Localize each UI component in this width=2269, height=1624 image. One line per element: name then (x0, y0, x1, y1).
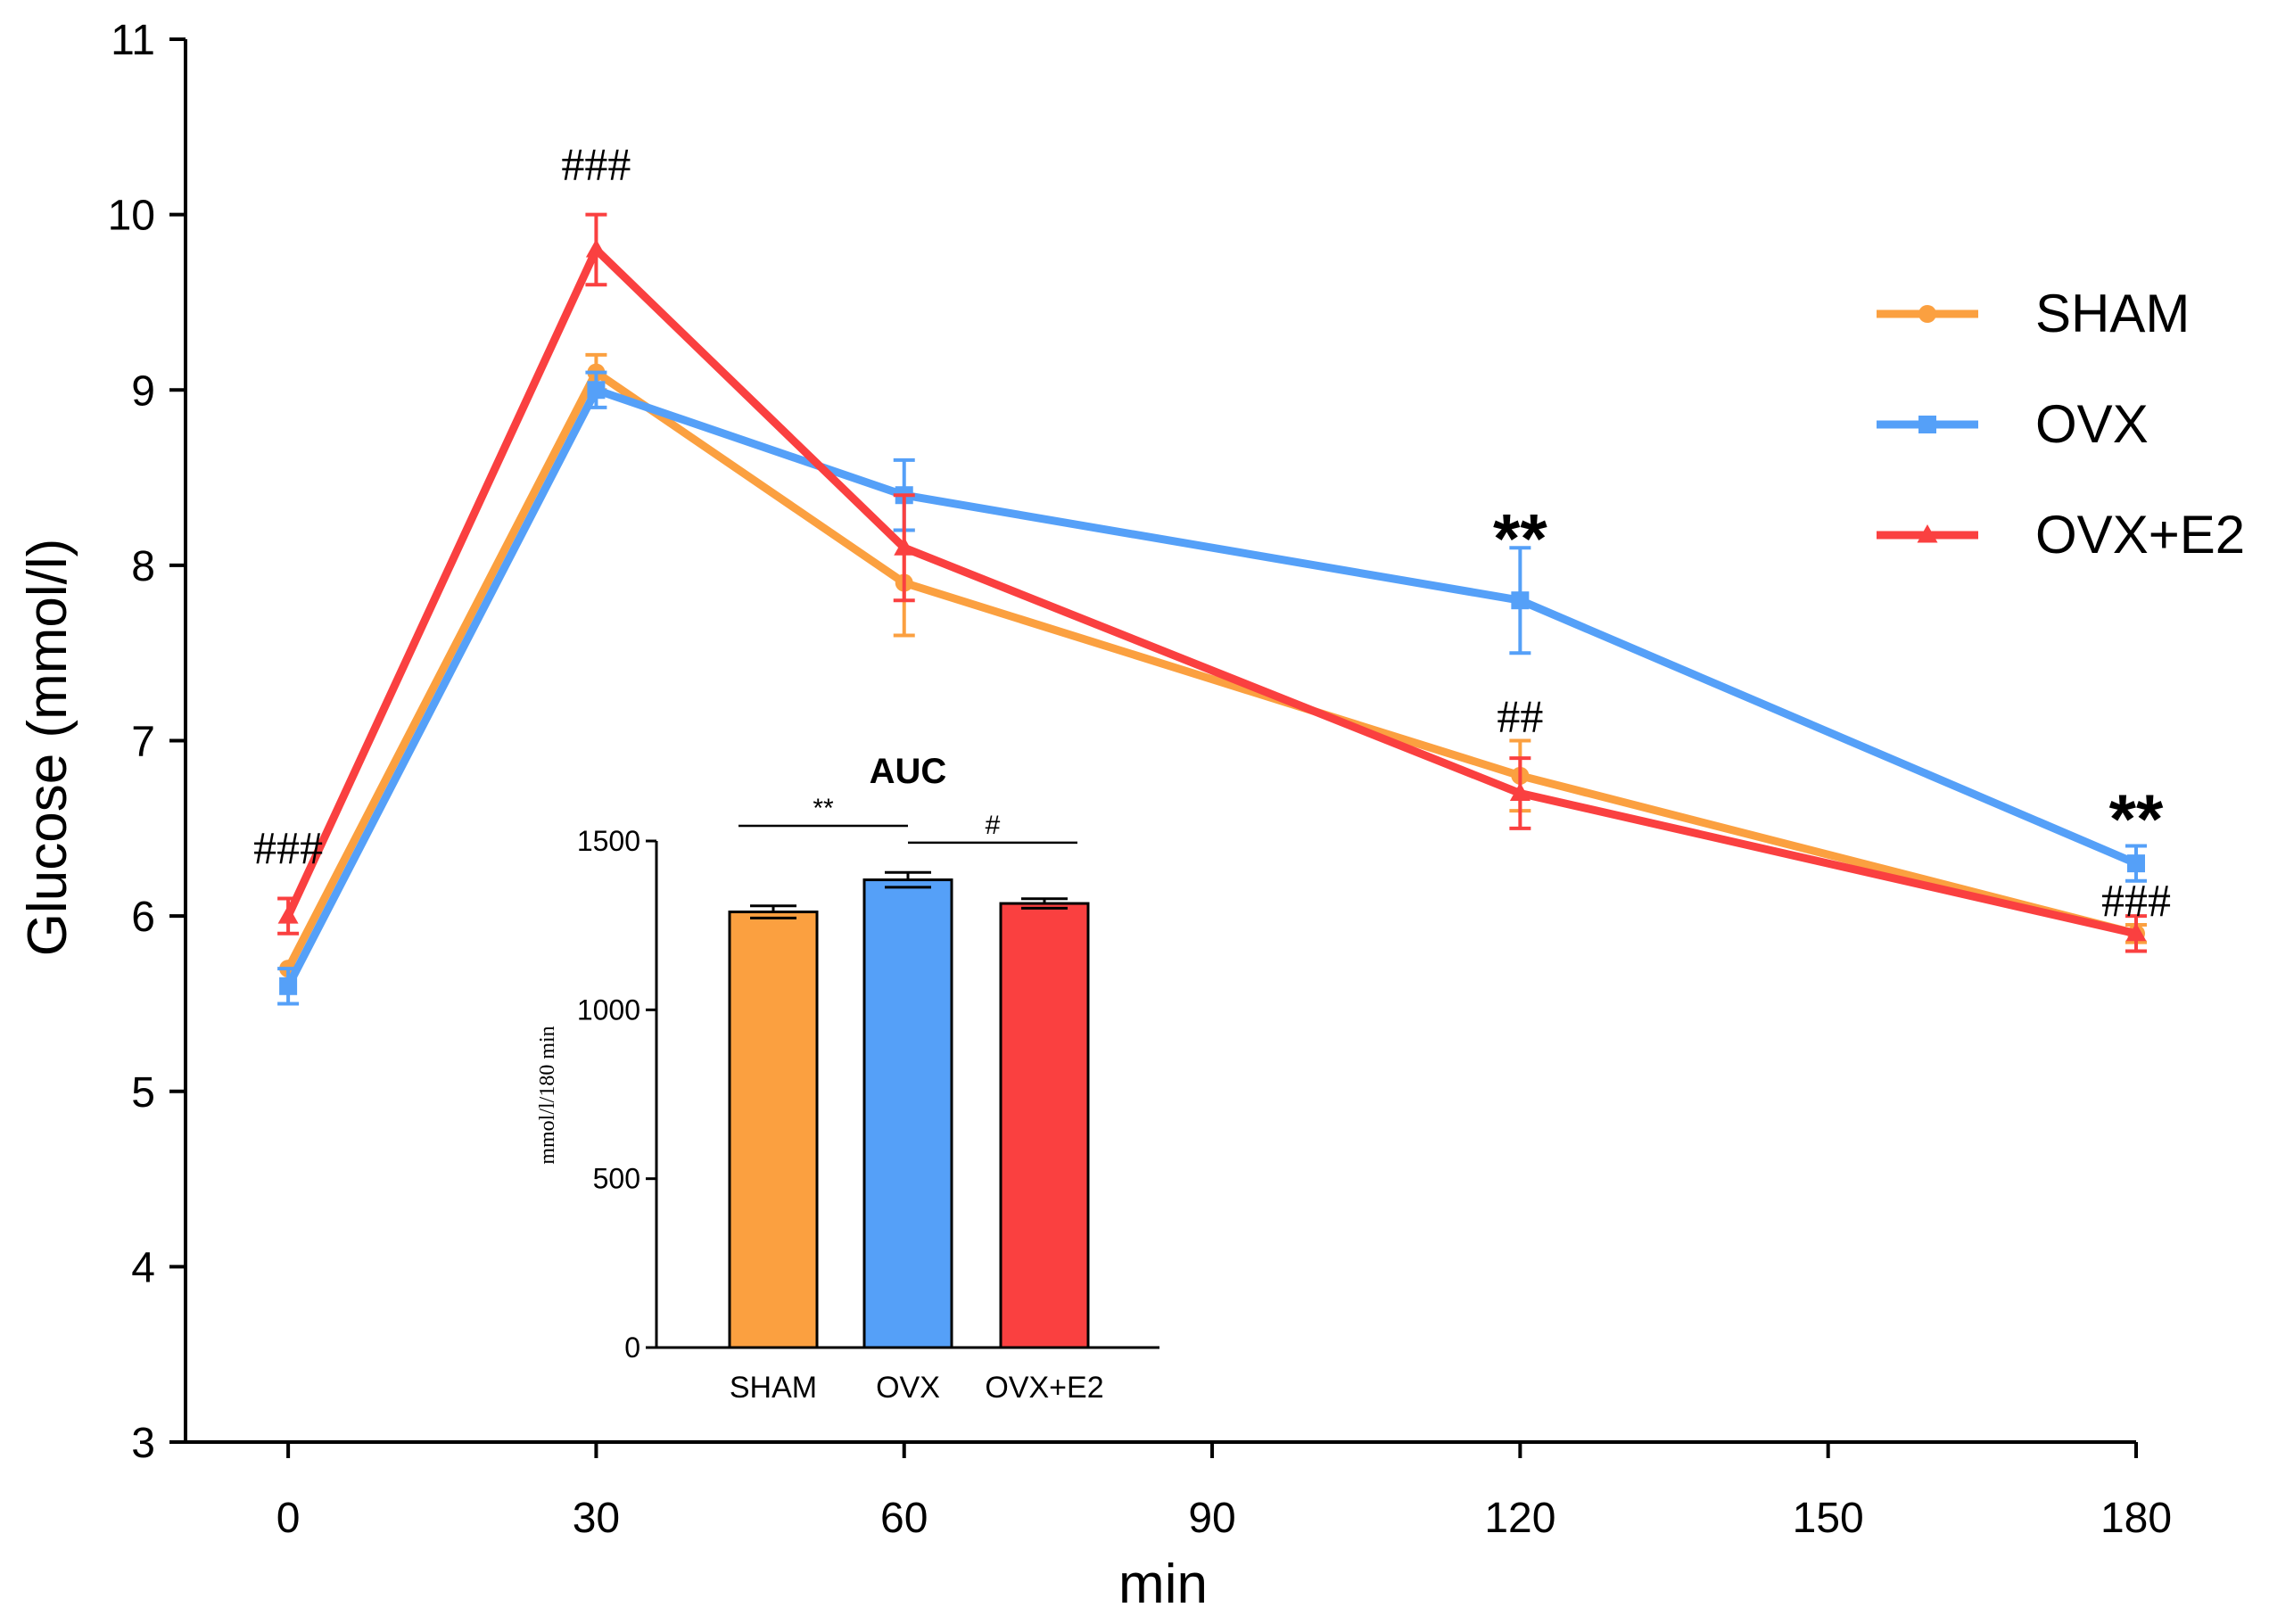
data-point (279, 977, 298, 995)
legend-item-ovx: OVX (1877, 394, 2149, 454)
inset-significance: ** # (738, 794, 1077, 845)
y-tick-label: 11 (111, 17, 155, 64)
x-tick-label: 90 (1188, 1495, 1235, 1542)
inset-y-axis-label: mmol/l/180 min (536, 1026, 559, 1164)
y-tick-label: 9 (131, 367, 155, 415)
legend-item-ovx-e2: OVX+E2 (1877, 505, 2245, 565)
annotation: ### (2101, 876, 2171, 927)
inset-axes: 0 500 1000 1500 SHAM OVX OVX+E2 (577, 825, 1159, 1405)
y-axis-label: Glucose (mmol/l) (17, 539, 78, 957)
y-tick-label: 3 (131, 1420, 155, 1467)
series-line (285, 245, 2137, 938)
y-tick-label: 6 (131, 894, 155, 941)
legend-marker (1917, 524, 1938, 543)
axes: 0 30 60 90 120 150 180 3 4 5 6 7 8 9 10 11 (108, 17, 2172, 1542)
data-point (1511, 591, 1530, 610)
x-axis-label: min (1118, 1554, 1208, 1615)
bar-ovx (862, 878, 953, 1349)
x-tick-label: 30 (573, 1495, 620, 1542)
inset-title: AUC (870, 752, 947, 791)
inset-x-tick-label: OVX (876, 1371, 940, 1405)
x-tick-label: 180 (2100, 1495, 2172, 1542)
series-sham (279, 352, 2147, 978)
bar-ovx-e2 (999, 902, 1090, 1349)
significance-label: ** (813, 794, 834, 823)
inset-bars (728, 870, 1090, 1349)
inset-y-tick-label: 500 (593, 1163, 640, 1195)
annotation: ## (1497, 692, 1543, 743)
line-chart: 0 30 60 90 120 150 180 3 4 5 6 7 8 9 10 11 min Glucose … (17, 17, 2245, 1615)
data-point (894, 537, 915, 556)
legend: SHAM OVX OVX+E2 (1877, 284, 2245, 565)
data-point (2125, 922, 2147, 942)
y-tick-label: 8 (131, 543, 155, 590)
y-tick-label: 7 (131, 719, 155, 766)
x-tick-label: 60 (880, 1495, 928, 1542)
inset-y-tick-label: 0 (624, 1331, 640, 1364)
significance-annotations: ### ### ** ## ** ### (253, 139, 2171, 927)
legend-marker (1918, 416, 1936, 433)
data-point (1509, 782, 1531, 801)
annotation: ** (2109, 779, 2164, 858)
y-tick-label: 5 (131, 1069, 155, 1117)
inset-x-tick-label: SHAM (730, 1371, 817, 1405)
inset-y-tick-label: 1500 (577, 825, 640, 857)
x-tick-label: 120 (1484, 1495, 1555, 1542)
data-point (587, 381, 606, 400)
series-lines (277, 212, 2147, 1006)
series-ovx (277, 370, 2147, 1006)
series-line (285, 385, 2138, 988)
bar-sham (728, 911, 819, 1349)
auc-bar-chart: AUC mmol/l/180 min 0 500 1000 1500 SHAM OVX OV… (536, 752, 1159, 1405)
legend-marker (1918, 305, 1936, 323)
x-tick-label: 150 (1793, 1495, 1864, 1542)
significance-label: # (986, 811, 1001, 840)
legend-label: OVX+E2 (2035, 505, 2245, 565)
x-tick-label: 0 (276, 1495, 301, 1542)
data-point (277, 905, 299, 924)
annotation: ### (253, 823, 323, 874)
inset-y-tick-label: 1000 (577, 993, 640, 1026)
data-point (2127, 854, 2145, 873)
y-tick-label: 4 (131, 1244, 155, 1291)
y-tick-label: 10 (108, 193, 155, 240)
series-ovx-e2 (277, 212, 2147, 953)
legend-label: SHAM (2035, 284, 2190, 343)
legend-label: OVX (2035, 394, 2149, 454)
inset-x-tick-label: OVX+E2 (985, 1371, 1103, 1405)
annotation: ### (561, 139, 631, 190)
legend-item-sham: SHAM (1877, 284, 2190, 343)
data-point (585, 238, 606, 258)
annotation: ** (1493, 499, 1547, 578)
